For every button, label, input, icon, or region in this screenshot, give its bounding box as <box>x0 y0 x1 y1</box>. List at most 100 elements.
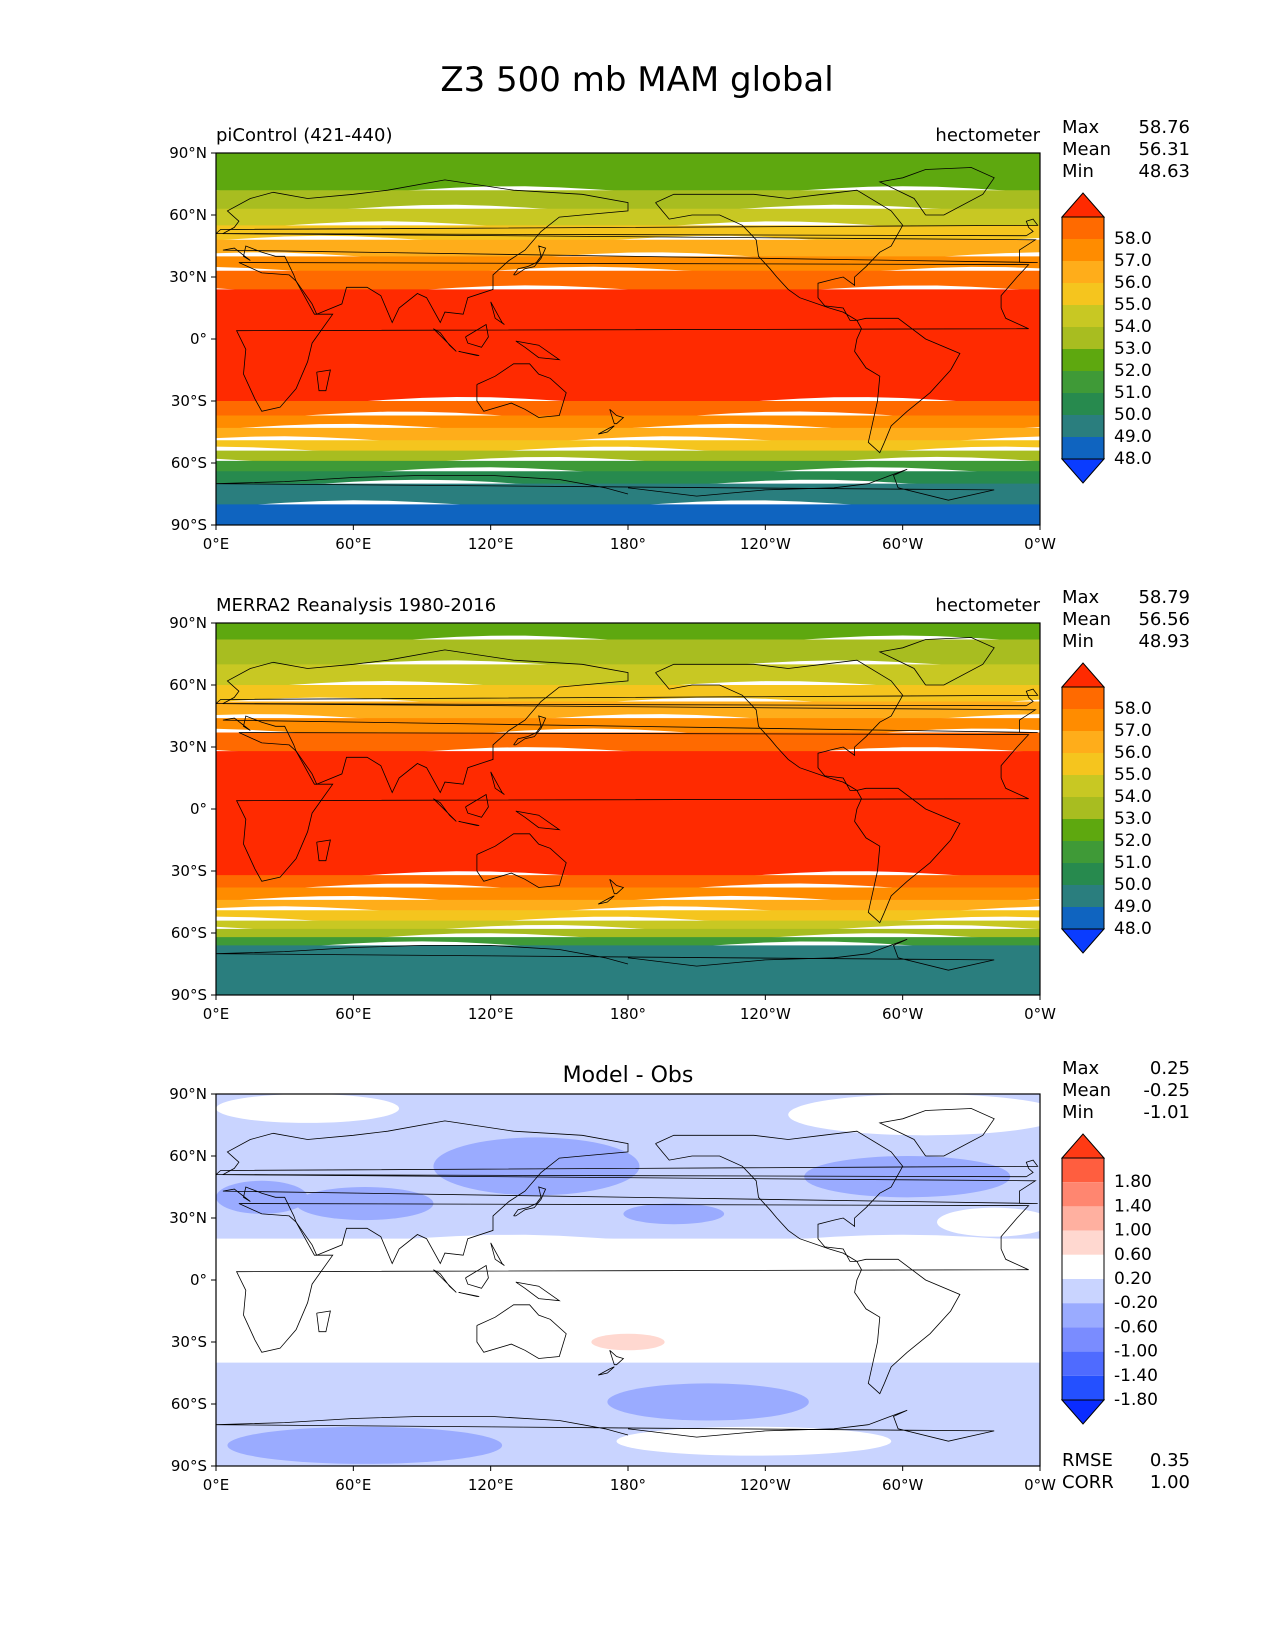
contour-band <box>216 460 1040 476</box>
y-tick-label: 0° <box>190 800 207 818</box>
panel-units: hectometer <box>935 595 1040 616</box>
stat-value: 56.56 <box>1138 609 1190 630</box>
colorbar-level-label: 57.0 <box>1114 251 1152 271</box>
y-tick-label: 60°S <box>171 1395 207 1413</box>
y-tick-label: 30°N <box>169 1209 207 1227</box>
x-tick-label: 120°E <box>468 1005 514 1023</box>
x-tick-label: 0°E <box>203 1476 230 1494</box>
colorbar-segment <box>1062 709 1104 731</box>
contour-band <box>216 504 1040 525</box>
coastline-path <box>476 833 567 888</box>
colorbar-segment <box>1062 283 1104 305</box>
contour-patch <box>433 1137 640 1196</box>
x-tick-label: 60°W <box>882 1005 924 1023</box>
colorbar-segment <box>1062 731 1104 753</box>
colorbar-level-label: 52.0 <box>1114 361 1152 381</box>
stat-label: Mean <box>1062 609 1111 630</box>
y-tick-label: 60°S <box>171 454 207 472</box>
colorbar-segment <box>1062 349 1104 371</box>
x-tick-label: 180° <box>610 1476 646 1494</box>
metric-value: 1.00 <box>1150 1472 1190 1493</box>
coastline-path <box>878 637 995 686</box>
x-tick-label: 0°W <box>1024 1005 1056 1023</box>
x-tick-label: 120°W <box>740 1005 791 1023</box>
x-tick-label: 60°E <box>335 535 371 553</box>
coastline-path <box>854 787 961 924</box>
colorbar-level-label: 55.0 <box>1114 295 1152 315</box>
coastline-path <box>216 1159 1039 1178</box>
coastline-path <box>655 1130 904 1262</box>
contour-patch <box>623 1203 725 1225</box>
panel-title: piControl (421-440) <box>216 125 392 146</box>
colorbar: 58.057.056.055.054.053.052.051.050.049.0… <box>1060 192 1152 484</box>
colorbar-level-label: 49.0 <box>1114 897 1152 917</box>
contour-patch <box>216 1180 308 1214</box>
colorbar-level-label: 1.80 <box>1114 1172 1152 1192</box>
contour-band <box>216 685 1040 706</box>
coastline-path <box>854 317 961 454</box>
colorbar-level-label: 51.0 <box>1114 853 1152 873</box>
colorbar-level-label: 51.0 <box>1114 383 1152 403</box>
colorbar-level-label: 56.0 <box>1114 743 1152 763</box>
stat-value: 48.93 <box>1138 631 1190 652</box>
coastline-path <box>490 771 505 795</box>
contour-band <box>216 751 1040 880</box>
colorbar-segment <box>1062 1303 1104 1328</box>
colorbar-level-label: 56.0 <box>1114 273 1152 293</box>
contour-band <box>216 701 1040 723</box>
stat-label: Max <box>1062 117 1100 138</box>
coastline-path <box>235 732 1030 882</box>
contour-band <box>216 270 1040 294</box>
y-tick-label: 90°N <box>169 614 207 632</box>
colorbar-level-label: 0.20 <box>1114 1269 1152 1289</box>
colorbar-segment <box>1062 1351 1104 1376</box>
colorbar-level-label: 48.0 <box>1114 919 1152 939</box>
coastline-path <box>490 301 505 325</box>
colorbar-level-label: -0.20 <box>1114 1293 1158 1313</box>
colorbar-segment <box>1062 819 1104 841</box>
coastline-path <box>221 179 1038 324</box>
colorbar-level-label: 49.0 <box>1114 427 1152 447</box>
colorbar-segment <box>1062 217 1104 239</box>
stat-value: 58.79 <box>1138 587 1190 608</box>
stat-label: Max <box>1062 1058 1100 1079</box>
colorbar-segment <box>1062 1327 1104 1352</box>
colorbar-segment <box>1062 415 1104 437</box>
colorbar-segment <box>1062 775 1104 797</box>
colorbar-level-label: -0.60 <box>1114 1317 1158 1337</box>
contour-band <box>216 190 1040 213</box>
y-tick-label: 60°N <box>169 1147 207 1165</box>
stat-label: Mean <box>1062 1080 1111 1101</box>
coastline-path <box>513 245 547 276</box>
colorbar-segment <box>1062 841 1104 863</box>
stat-label: Min <box>1062 631 1094 652</box>
x-tick-label: 0°E <box>203 1005 230 1023</box>
coastlines <box>216 167 1039 501</box>
colorbar-segment <box>1062 1375 1104 1400</box>
contour-band <box>216 639 1040 669</box>
coastline-path <box>458 1292 480 1297</box>
colorbar-level-label: 50.0 <box>1114 875 1152 895</box>
x-tick-label: 180° <box>610 1005 646 1023</box>
colorbar-level-label: 54.0 <box>1114 317 1152 337</box>
coastline-path <box>513 715 547 746</box>
colorbar-segment <box>1062 687 1104 709</box>
colorbar-level-label: 50.0 <box>1114 405 1152 425</box>
stat-label: Max <box>1062 587 1100 608</box>
contour-field <box>216 1094 1040 1466</box>
stat-label: Mean <box>1062 139 1111 160</box>
coastlines <box>216 637 1039 971</box>
y-tick-label: 60°S <box>171 924 207 942</box>
coastline-path <box>216 468 995 501</box>
contour-band <box>216 937 1040 950</box>
coastline-path <box>609 879 625 895</box>
stat-label: Min <box>1062 161 1094 182</box>
x-tick-label: 60°E <box>335 1476 371 1494</box>
colorbar-segment <box>1062 327 1104 349</box>
coastline-path <box>316 839 331 862</box>
metric-value: 0.35 <box>1150 1450 1190 1471</box>
contour-patch <box>937 1207 1040 1237</box>
coastline-path <box>609 409 625 425</box>
coastline-path <box>221 1120 1038 1265</box>
colorbar-level-label: 57.0 <box>1114 721 1152 741</box>
